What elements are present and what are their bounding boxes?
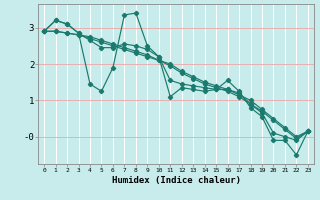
X-axis label: Humidex (Indice chaleur): Humidex (Indice chaleur) [111, 176, 241, 185]
